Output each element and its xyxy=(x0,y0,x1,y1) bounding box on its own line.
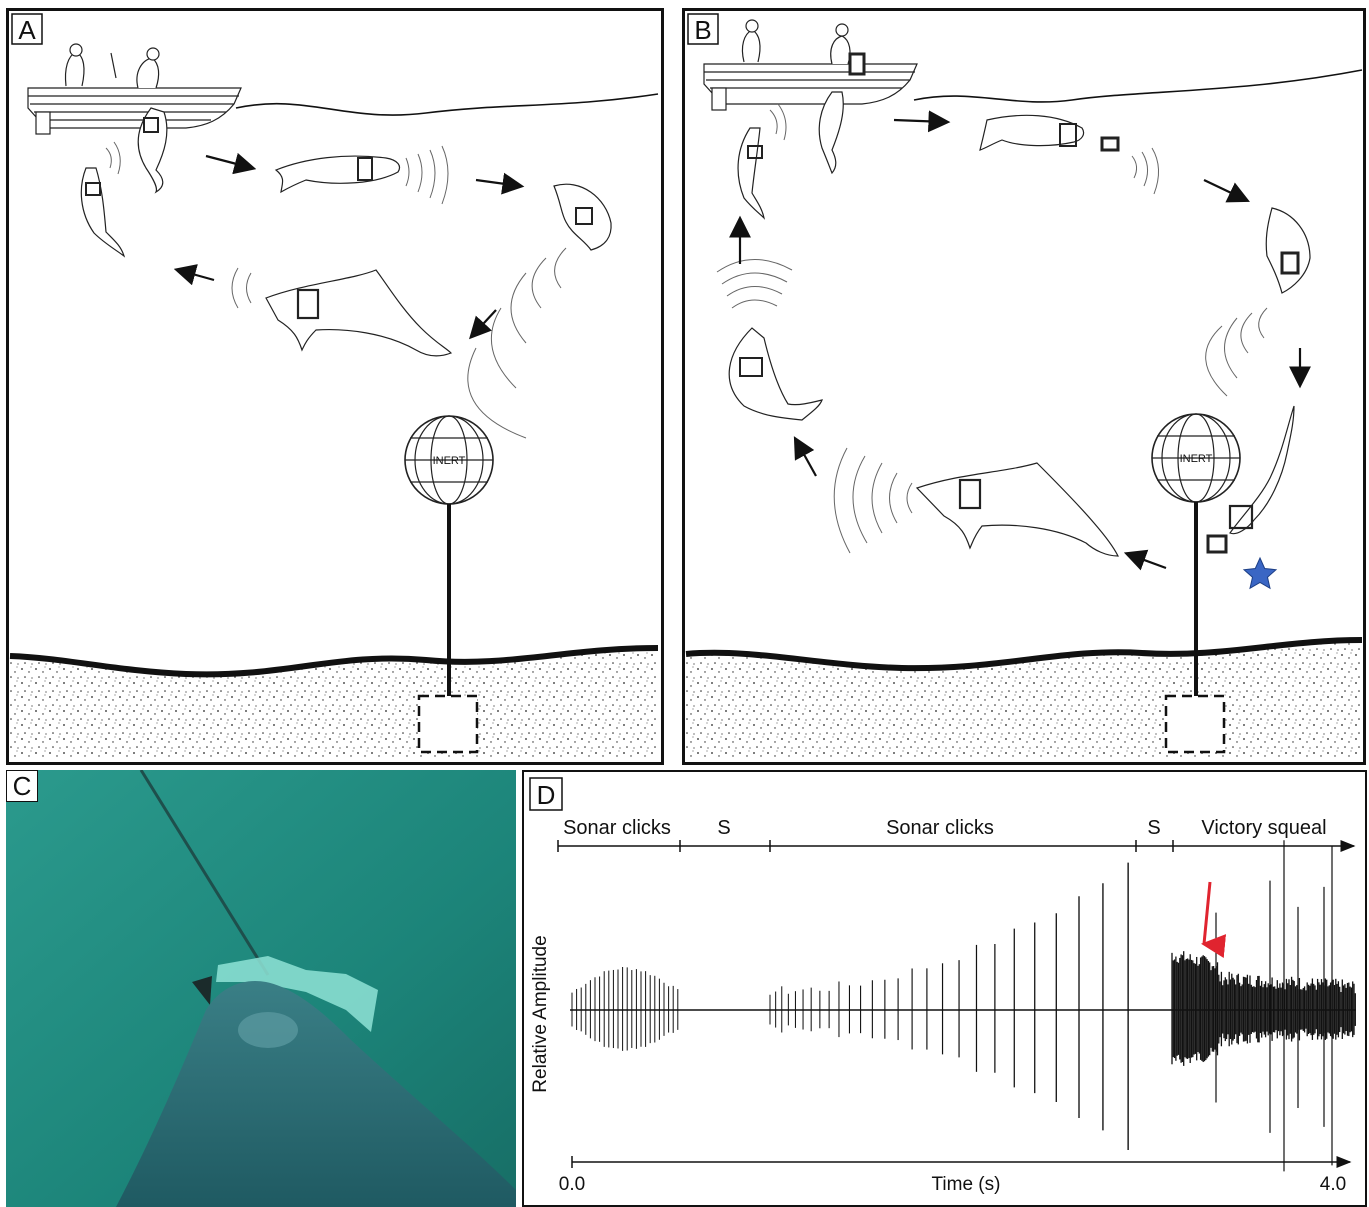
mine-label-b: INERT xyxy=(1180,453,1213,465)
x-tick-start: 0.0 xyxy=(559,1174,585,1195)
segment-label-s-2: S xyxy=(1147,817,1160,839)
red-arrow-icon xyxy=(1201,881,1227,958)
dolphin-2 xyxy=(80,167,126,258)
underwater-photo xyxy=(6,770,516,1207)
panel-a-illustration: INERT A xyxy=(6,8,664,765)
segment-label-victory-squeal: Victory squeal xyxy=(1201,817,1326,839)
dolphin-4 xyxy=(553,183,612,251)
segment-label-s-1: S xyxy=(717,817,730,839)
panel-label-d: D xyxy=(537,780,556,810)
waveform-plot: D Sonar clicks S Sonar clicks S Victory … xyxy=(522,770,1367,1207)
path-arrows xyxy=(173,152,525,340)
segment-label-sonar-1: Sonar clicks xyxy=(563,817,671,839)
dolphins-b xyxy=(728,52,1311,557)
waveform-trace xyxy=(570,840,1356,1172)
x-tick-end: 4.0 xyxy=(1320,1174,1346,1195)
panel-c: C xyxy=(6,770,516,1207)
segment-ticks xyxy=(557,840,1174,852)
panel-label-a: A xyxy=(18,15,36,45)
panel-b: INERT B xyxy=(682,8,1366,765)
panel-a: INERT A xyxy=(6,8,664,765)
y-axis-label: Relative Amplitude xyxy=(530,935,551,1092)
mine-label-a: INERT xyxy=(433,455,466,467)
panel-d: D Sonar clicks S Sonar clicks S Victory … xyxy=(522,770,1367,1207)
dolphin-3 xyxy=(274,155,401,194)
panel-b-illustration: INERT B xyxy=(682,8,1366,765)
star-icon xyxy=(1242,556,1278,590)
inert-mine xyxy=(404,415,494,754)
boat xyxy=(27,43,242,135)
dolphin-5 xyxy=(265,269,453,357)
sonar-arcs-b xyxy=(716,103,1268,554)
dolphin-1 xyxy=(137,107,168,194)
sonar-arcs xyxy=(105,141,567,439)
x-axis-label: Time (s) xyxy=(932,1174,1001,1195)
segment-label-sonar-2: Sonar clicks xyxy=(886,817,994,839)
path-arrows-b xyxy=(729,110,1311,571)
inert-mine-b xyxy=(1151,413,1241,754)
panel-label-b: B xyxy=(694,15,711,45)
panel-label-c: C xyxy=(6,770,38,802)
